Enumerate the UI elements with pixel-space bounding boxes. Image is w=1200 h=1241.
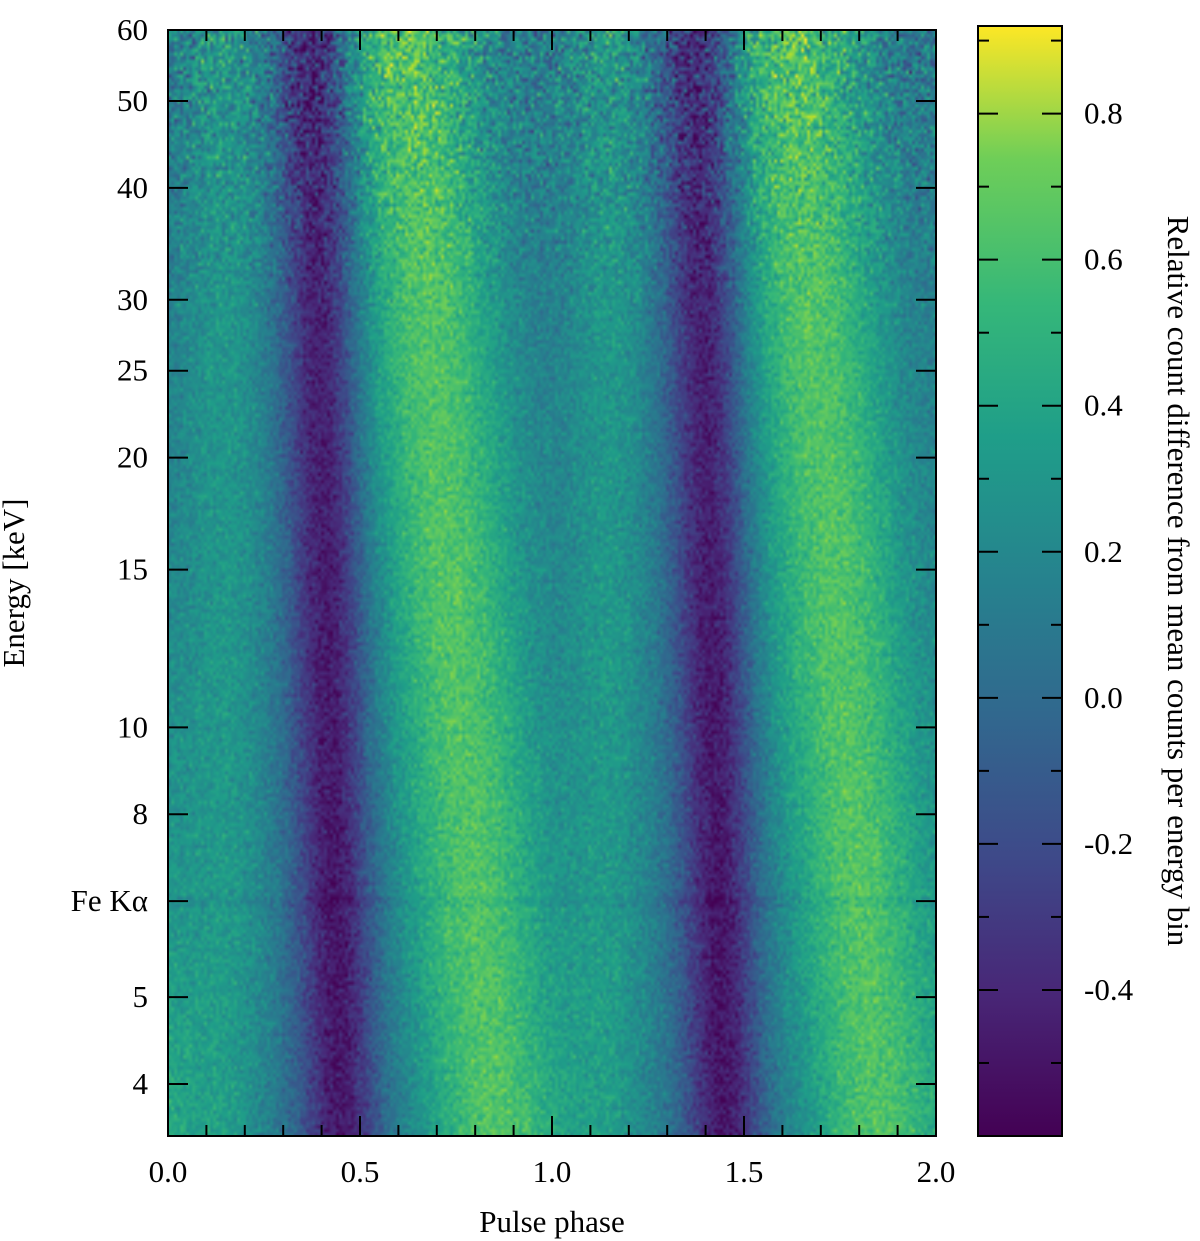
y-axis-title: Energy [keV] — [0, 498, 31, 667]
y-tick-label: 4 — [133, 1066, 149, 1101]
colorbar-tick-label: 0.0 — [1084, 680, 1123, 715]
x-tick-label: 2.0 — [917, 1154, 956, 1189]
plot-ticks — [167, 29, 937, 1136]
y-tick-label: 10 — [117, 709, 148, 744]
y-tick-label: 50 — [117, 83, 148, 118]
y-tick-label: 25 — [117, 353, 148, 388]
y-tick-label: 20 — [117, 440, 148, 475]
colorbar-gradient — [978, 26, 1062, 1136]
y-tick-label: Fe Kα — [71, 883, 148, 918]
y-tick-label: 15 — [117, 552, 148, 587]
y-tick-label: 8 — [133, 796, 149, 831]
colorbar-tick-label: -0.2 — [1084, 826, 1133, 861]
colorbar-tick-label: 0.2 — [1084, 534, 1123, 569]
x-axis-title: Pulse phase — [479, 1204, 625, 1239]
heatmap-plot-area: 0.0 0.5 1.0 1.5 2.0 4 5 Fe Kα 8 10 15 20 25 30 40 50 60 — [71, 12, 956, 1189]
y-tick-label: 30 — [117, 282, 148, 317]
x-tick-label: 1.5 — [725, 1154, 764, 1189]
x-tick-label: 0.5 — [341, 1154, 380, 1189]
colorbar-frame — [977, 25, 1063, 1137]
colorbar-tick-label: 0.8 — [1084, 96, 1123, 131]
colorbar-ticks — [978, 39, 1062, 1137]
heatmap-image — [168, 30, 936, 1136]
colorbar-tick-label: 0.6 — [1084, 242, 1123, 277]
y-tick-labels: 4 5 Fe Kα 8 10 15 20 25 30 40 50 60 — [71, 12, 149, 1101]
colorbar-title: Relative count difference from mean coun… — [1161, 216, 1196, 947]
colorbar-tick-label: -0.4 — [1084, 972, 1134, 1007]
colorbar-tick-labels: -0.4 -0.2 0.0 0.2 0.4 0.6 0.8 — [1084, 96, 1134, 1007]
y-tick-label: 40 — [117, 170, 148, 205]
x-tick-label: 0.0 — [149, 1154, 188, 1189]
colorbar: -0.4 -0.2 0.0 0.2 0.4 0.6 0.8 — [977, 25, 1134, 1137]
y-tick-label: 60 — [117, 12, 148, 47]
y-tick-label: 5 — [133, 979, 149, 1014]
x-tick-label: 1.0 — [533, 1154, 572, 1189]
x-tick-labels: 0.0 0.5 1.0 1.5 2.0 — [149, 1154, 956, 1189]
colorbar-tick-label: 0.4 — [1084, 388, 1123, 423]
